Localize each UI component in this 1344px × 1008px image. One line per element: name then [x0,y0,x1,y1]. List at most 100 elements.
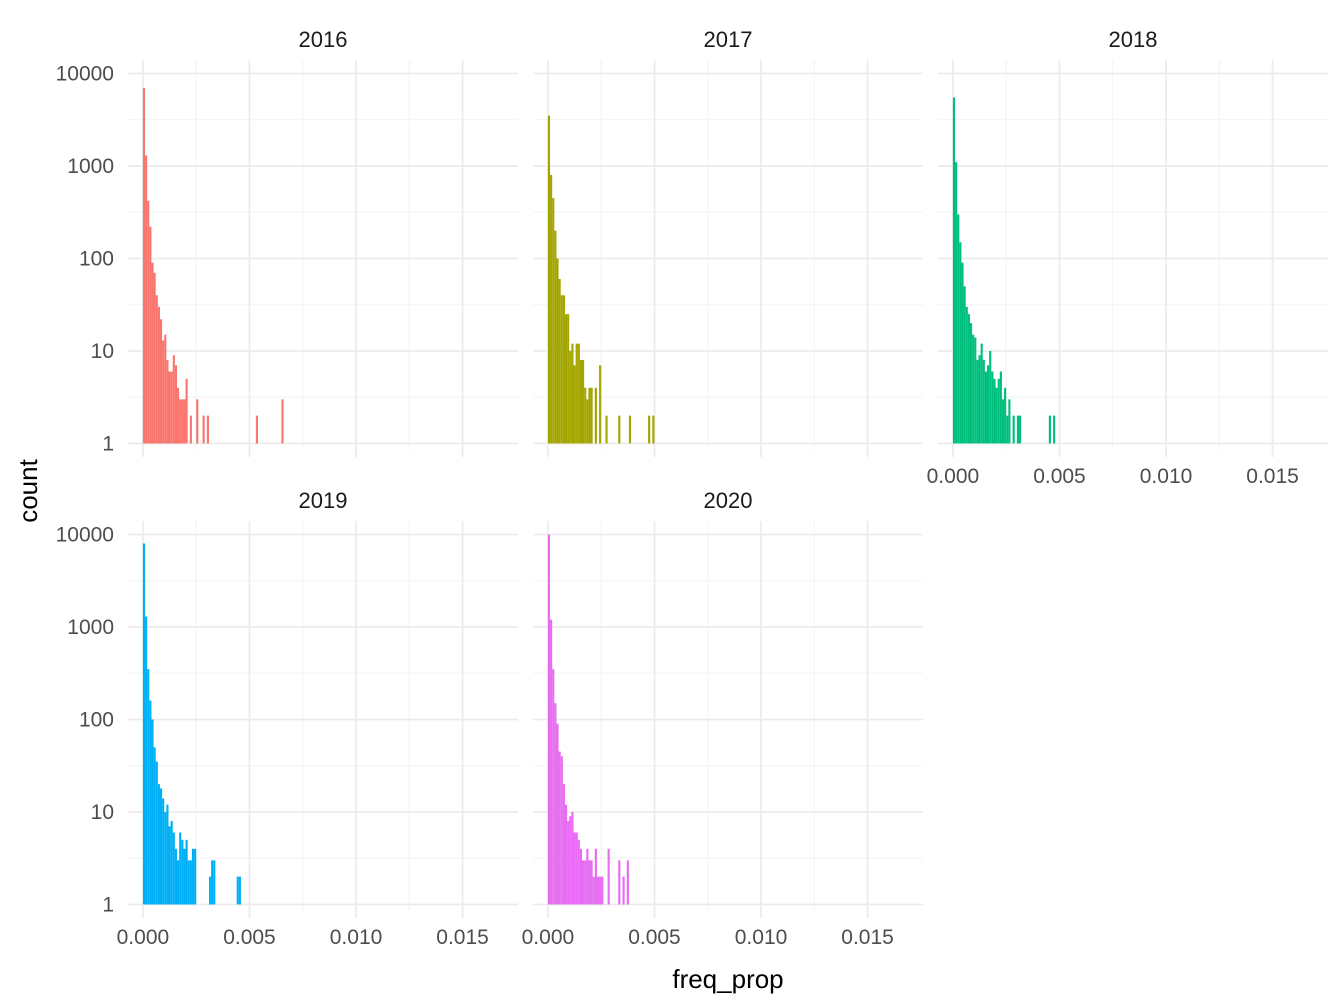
histogram-bar [628,415,632,444]
x-tick-label: 0.005 [223,926,276,949]
x-axis-title: freq_prop [672,964,783,994]
histogram-bar [592,876,595,905]
histogram-bar [579,848,583,905]
histogram-bar [189,860,192,905]
histogram-bar [586,848,589,905]
y-tick-label: 100 [79,708,114,731]
histogram-bar [982,359,985,444]
histogram-bar [556,723,559,905]
histogram-bar [573,365,576,444]
x-tick-label: 0.010 [1140,465,1193,488]
histogram-bar [157,784,160,905]
y-tick-label: 100 [79,247,114,270]
y-tick-label: 1 [102,432,114,455]
histogram-bar [145,155,148,444]
histogram-bar [213,860,216,905]
histogram-bar [164,334,167,444]
histogram-bar [142,543,146,905]
histogram-bar [552,669,555,905]
histogram-bar [174,365,178,444]
facet-panel-2020: 2020 0.000 0.005 0.010 0.015 [522,488,923,949]
histogram-bar [626,860,629,905]
histogram-bar [995,387,998,444]
histogram-bar [153,272,156,444]
histogram-bar [196,399,199,444]
histogram-bar [172,355,175,444]
facet-strip-title: 2019 [299,488,348,513]
histogram-bar [554,230,557,444]
facet-panel-2019: 2019 1 10 100 1000 10000 0.000 0.005 0.010 0.015 [56,488,518,949]
histogram-bar [1004,387,1007,444]
histogram-bar [236,876,239,905]
histogram-bar [208,876,212,905]
histogram-bar [206,415,209,444]
histogram-bar [972,334,975,444]
histogram-bar [166,359,169,444]
histogram-bar [142,87,146,444]
histogram-bar [999,371,1002,444]
histogram-bar [978,355,981,444]
facet-panel-2018: 2018 0.000 0.005 0.010 0.015 [927,27,1328,488]
histogram-bar [652,415,655,444]
histogram-bar [582,359,585,444]
histogram-bar [550,174,553,444]
facet-strip-title: 2017 [704,27,753,52]
histogram-bar [618,860,621,905]
histogram-bar [959,242,962,444]
histogram-bar [579,359,583,444]
histogram-bar [554,703,557,905]
y-tick-label: 10000 [56,524,114,547]
facet-strip-title: 2020 [704,488,753,513]
histogram-bar [185,378,188,444]
histogram-bar [185,839,188,905]
histogram-bar [191,848,195,905]
histogram-bar [976,359,979,444]
histogram-bar [194,848,197,905]
histogram-bar [1016,415,1019,444]
y-tick-label: 1 [102,893,114,916]
facet-panels: 2016 1 10 100 1000 10000 2017 2018 0.000 0.005 0.0… [56,27,1328,949]
y-tick-label: 10 [91,340,114,363]
histogram-bar [189,415,192,444]
x-tick-label: 0.000 [117,926,170,949]
histogram-bar [980,343,983,444]
histogram-bar [211,860,214,905]
histogram-bar [560,756,563,905]
y-axis-title: count [13,458,43,522]
histogram-bar [648,415,651,444]
histogram-bar [961,262,964,444]
histogram-bar [558,751,561,905]
y-tick-label: 1000 [67,616,114,639]
histogram-bar [147,200,150,444]
histogram-bar [577,343,580,444]
y-tick-label: 10000 [56,63,114,86]
histogram-bar [605,415,608,444]
histogram-bar [174,848,178,905]
histogram-bar [564,314,568,444]
histogram-bar [997,378,1000,444]
histogram-bar [569,350,572,444]
histogram-bar [145,616,148,905]
y-tick-label: 1000 [67,155,114,178]
histogram-bar [562,784,565,905]
histogram-bar [575,343,578,444]
histogram-bar [596,876,600,905]
histogram-bar [599,365,602,444]
histogram-bar [991,371,994,444]
histogram-bar [1048,415,1051,444]
histogram-bar [618,415,621,444]
histogram-bar [255,415,258,444]
histogram-bar [586,399,589,444]
histogram-bar [155,761,158,905]
histogram-bar [952,97,956,444]
histogram-bar [168,371,171,444]
histogram-bar [151,719,154,905]
histogram-bar [588,860,591,905]
histogram-bar [562,295,565,444]
histogram-bar [601,876,604,905]
histogram-bar [1012,415,1015,444]
histogram-bar [993,378,996,444]
histogram-bar [170,820,173,905]
histogram-bar [594,848,597,905]
